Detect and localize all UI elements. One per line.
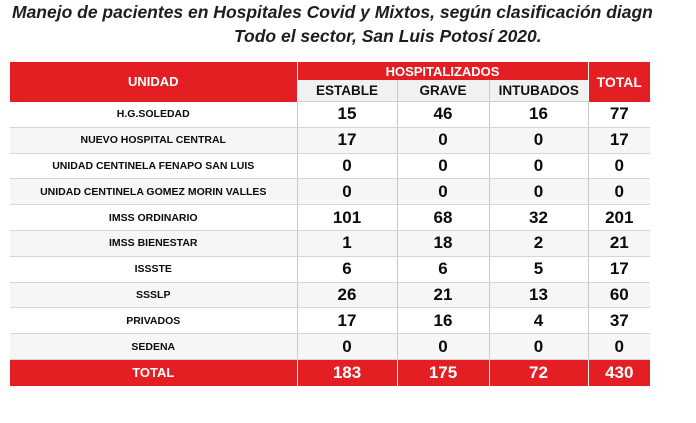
table-row: IMSS ORDINARIO 101 68 32 201 <box>10 204 651 231</box>
row-grave: 21 <box>397 282 490 309</box>
row-total: 77 <box>588 101 651 128</box>
row-intubados: 4 <box>489 307 589 335</box>
row-estable: 101 <box>297 204 398 231</box>
row-grave: 46 <box>397 101 490 128</box>
table-body: H.G.SOLEDAD 15 46 16 77 NUEVO HOSPITAL CENTRA… <box>10 101 651 360</box>
row-intubados: 32 <box>489 204 589 231</box>
row-total: 60 <box>588 282 651 309</box>
row-unidad: IMSS BIENESTAR <box>10 230 298 257</box>
table-row: UNIDAD CENTINELA FENAPO SAN LUIS 0 0 0 0 <box>10 153 651 180</box>
row-total: 17 <box>588 127 651 154</box>
row-intubados: 0 <box>489 178 589 206</box>
row-total: 21 <box>588 230 651 257</box>
totals-estable: 183 <box>297 359 398 386</box>
totals-intubados: 72 <box>489 359 589 386</box>
row-unidad: UNIDAD CENTINELA GOMEZ MORIN VALLES <box>10 178 298 206</box>
row-grave: 0 <box>397 333 490 360</box>
table-title-line-1: Manejo de pacientes en Hospitales Covid … <box>12 2 653 22</box>
row-unidad: H.G.SOLEDAD <box>10 101 298 128</box>
header-grave: GRAVE <box>397 80 490 102</box>
row-unidad: NUEVO HOSPITAL CENTRAL <box>10 127 298 154</box>
table-row: H.G.SOLEDAD 15 46 16 77 <box>10 101 651 128</box>
row-grave: 0 <box>397 178 490 206</box>
row-unidad: IMSS ORDINARIO <box>10 204 298 231</box>
row-grave: 68 <box>397 204 490 231</box>
totals-grave: 175 <box>397 359 490 386</box>
row-estable: 17 <box>297 127 398 154</box>
totals-total: 430 <box>588 359 651 386</box>
row-intubados: 0 <box>489 127 589 154</box>
row-unidad: UNIDAD CENTINELA FENAPO SAN LUIS <box>10 153 298 180</box>
table-row: UNIDAD CENTINELA GOMEZ MORIN VALLES 0 0 0 0 <box>10 178 651 206</box>
row-grave: 18 <box>397 230 490 257</box>
row-estable: 1 <box>297 230 398 257</box>
table-row: PRIVADOS 17 16 4 37 <box>10 307 651 335</box>
patients-table: UNIDAD HOSPITALIZADOS TOTAL ESTABLE GRAV… <box>10 62 651 386</box>
row-total: 0 <box>588 333 651 360</box>
row-unidad: PRIVADOS <box>10 307 298 335</box>
table-row: ISSSTE 6 6 5 17 <box>10 256 651 283</box>
row-total: 0 <box>588 178 651 206</box>
row-intubados: 0 <box>489 333 589 360</box>
row-unidad: SSSLP <box>10 282 298 309</box>
table-header-row: UNIDAD HOSPITALIZADOS TOTAL <box>10 62 651 102</box>
row-unidad: SEDENA <box>10 333 298 360</box>
totals-row: TOTAL 183 175 72 430 <box>10 359 651 386</box>
row-unidad: ISSSTE <box>10 256 298 283</box>
row-estable: 15 <box>297 101 398 128</box>
row-grave: 16 <box>397 307 490 335</box>
table-subheader-row: ESTABLE GRAVE INTUBADOS <box>10 80 650 102</box>
row-estable: 6 <box>297 256 398 283</box>
header-estable: ESTABLE <box>297 80 398 102</box>
header-total: TOTAL <box>588 62 651 102</box>
row-estable: 26 <box>297 282 398 309</box>
table-row: SSSLP 26 21 13 60 <box>10 282 651 309</box>
row-estable: 0 <box>297 333 398 360</box>
row-intubados: 13 <box>489 282 589 309</box>
row-total: 201 <box>588 204 651 231</box>
table-row: SEDENA 0 0 0 0 <box>10 333 651 360</box>
header-intubados: INTUBADOS <box>489 80 589 102</box>
row-total: 0 <box>588 153 651 180</box>
table-title-line-2: Todo el sector, San Luis Potosí 2020. <box>234 26 542 46</box>
row-total: 37 <box>588 307 651 335</box>
table-row: IMSS BIENESTAR 1 18 2 21 <box>10 230 651 257</box>
row-estable: 0 <box>297 153 398 180</box>
row-estable: 17 <box>297 307 398 335</box>
row-estable: 0 <box>297 178 398 206</box>
row-intubados: 16 <box>489 101 589 128</box>
row-grave: 6 <box>397 256 490 283</box>
row-intubados: 0 <box>489 153 589 180</box>
row-intubados: 2 <box>489 230 589 257</box>
row-intubados: 5 <box>489 256 589 283</box>
table-row: NUEVO HOSPITAL CENTRAL 17 0 0 17 <box>10 127 651 154</box>
row-grave: 0 <box>397 127 490 154</box>
row-total: 17 <box>588 256 651 283</box>
header-hospitalizados: HOSPITALIZADOS <box>297 62 589 80</box>
totals-label: TOTAL <box>10 359 298 386</box>
header-unidad: UNIDAD <box>10 62 298 102</box>
row-grave: 0 <box>397 153 490 180</box>
